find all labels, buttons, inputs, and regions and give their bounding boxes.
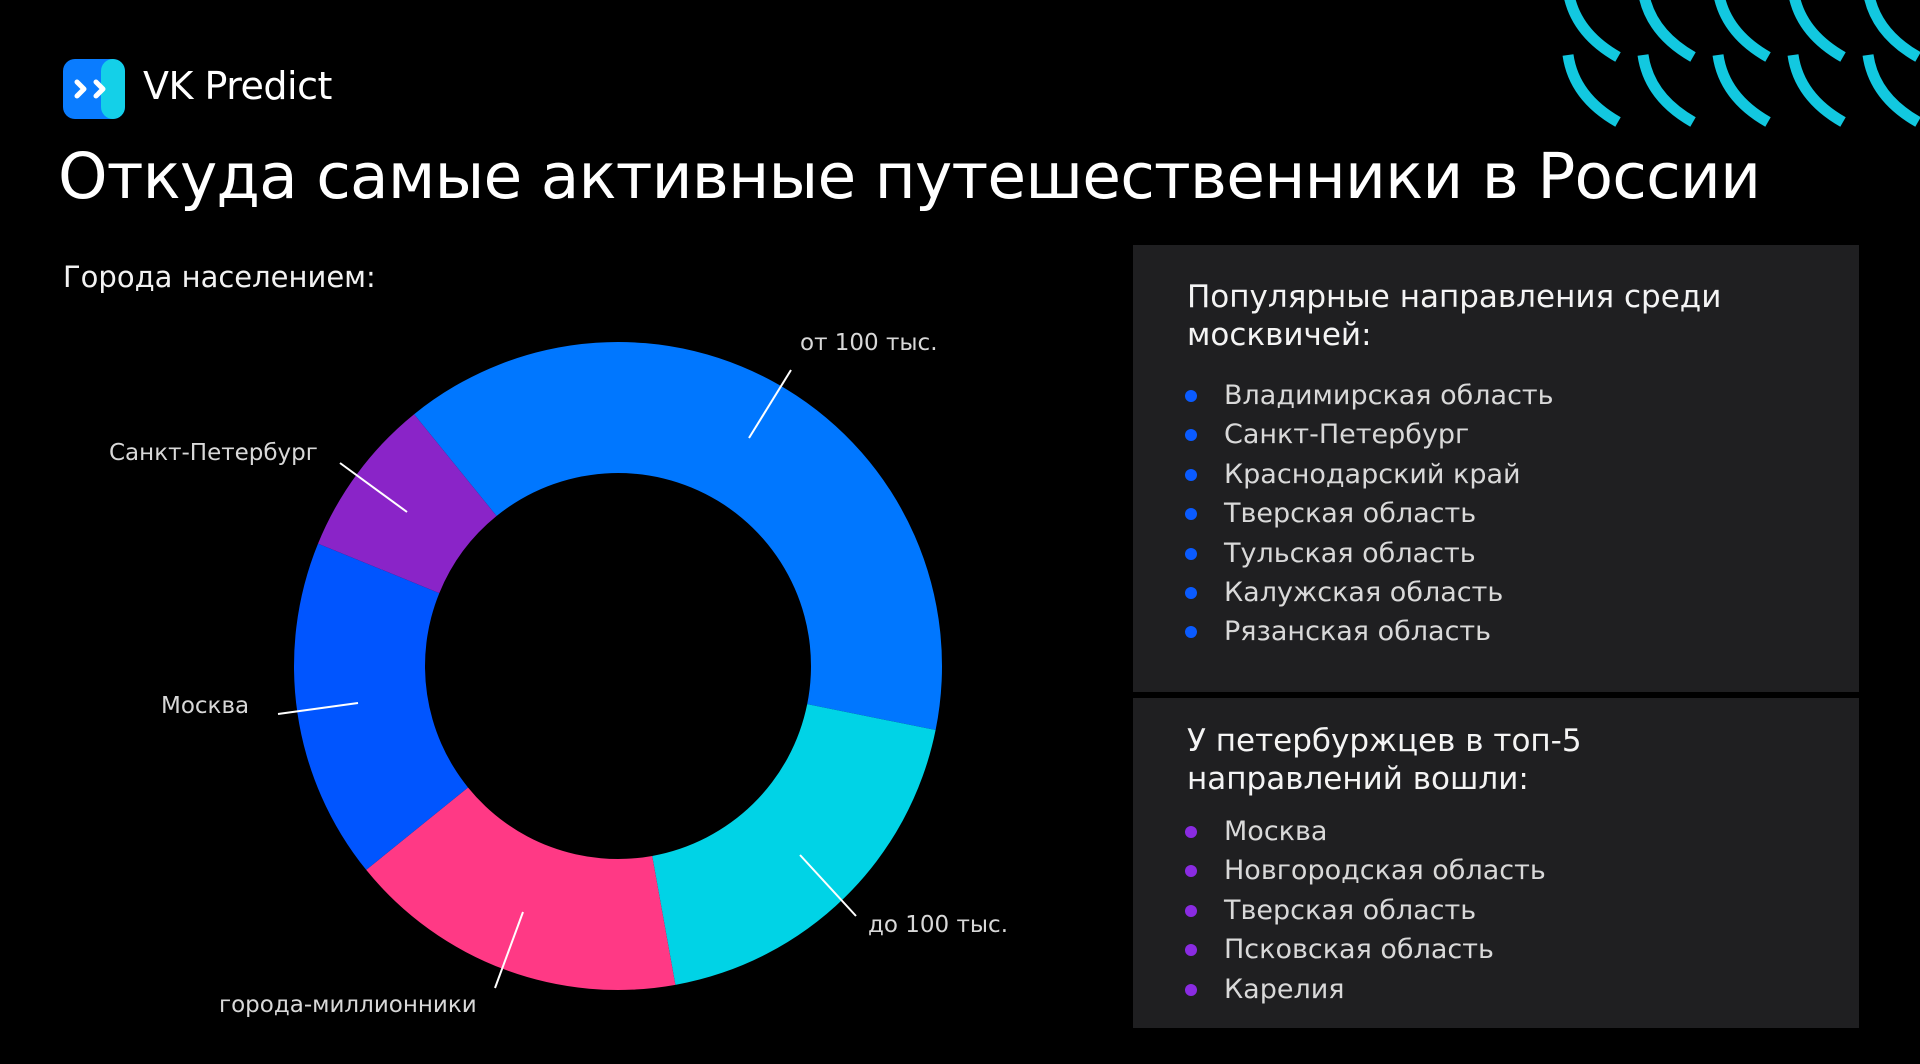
arc-shape	[1787, 54, 1846, 127]
bullet-icon	[1185, 429, 1197, 442]
leader-line	[277, 702, 359, 715]
list-item-label: Тверская область	[1224, 498, 1477, 530]
bullet-icon	[1185, 468, 1197, 481]
list-item-label: Москва	[1224, 816, 1328, 847]
arc-shape	[1864, 0, 1920, 62]
bullet-icon	[1185, 547, 1197, 560]
bullet-icon	[1185, 904, 1197, 917]
list-item: Тульская область	[1185, 534, 1554, 573]
brand-name: VK Predict	[143, 64, 332, 108]
list-item: Карелия	[1185, 970, 1546, 1009]
chart-label: Москва	[161, 693, 250, 719]
vk-predict-logo	[63, 59, 125, 119]
decorative-arcs	[1562, 0, 1920, 127]
arc-shape	[1639, 0, 1696, 62]
donut-segment-4	[318, 414, 497, 594]
list-item: Санкт-Петербург	[1185, 415, 1554, 454]
donut-segment-2	[366, 787, 676, 990]
bullet-icon	[1185, 944, 1197, 957]
petersburg-destinations-list: Москва Новгородская область Тверская обл…	[1185, 812, 1546, 1009]
bullet-icon	[1185, 983, 1197, 996]
list-item-label: Владимирская область	[1224, 380, 1554, 411]
double-chevron-right-icon	[74, 79, 106, 99]
leader-line	[494, 911, 524, 989]
list-item: Калужская область	[1185, 573, 1554, 612]
arc-shape	[1562, 54, 1621, 127]
chart-label: Санкт-Петербург	[109, 440, 318, 466]
leader-line	[799, 854, 857, 917]
list-item-label: Калужская область	[1224, 576, 1504, 608]
arc-shape	[1712, 54, 1771, 127]
list-item-label: Псковская область	[1224, 934, 1494, 966]
petersburg-destinations-panel: У петербуржцев в топ-5 направлений вошли…	[1133, 698, 1859, 1028]
arc-shape	[1789, 0, 1846, 62]
list-item: Тверская область	[1185, 891, 1546, 930]
chart-label: до 100 тыс.	[868, 912, 1009, 938]
bullet-icon	[1185, 390, 1197, 402]
list-item: Рязанская область	[1185, 612, 1554, 651]
arc-shape	[1862, 54, 1920, 127]
chart-subtitle: Города населением:	[63, 260, 376, 294]
list-item-label: Тверская область	[1224, 894, 1477, 926]
arc-shape	[1564, 0, 1621, 62]
page-title: Откуда самые активные путешественники в …	[58, 140, 1761, 213]
list-item: Тверская область	[1185, 494, 1554, 533]
donut-segment-1	[652, 704, 936, 985]
moscow-destinations-list: Владимирская область Санкт-Петербург Кра…	[1185, 376, 1554, 652]
moscow-destinations-panel: Популярные направления среди москвичей: …	[1133, 245, 1859, 692]
list-item-label: Карелия	[1224, 973, 1345, 1005]
list-item: Краснодарский край	[1185, 455, 1554, 494]
chart-label: от 100 тыс.	[800, 330, 938, 356]
list-item-label: Тульская область	[1224, 537, 1476, 569]
list-item-label: Рязанская область	[1224, 616, 1492, 648]
leader-line	[748, 369, 792, 439]
bullet-icon	[1185, 826, 1197, 838]
arc-shape	[1714, 0, 1771, 62]
petersburg-panel-heading: У петербуржцев в топ-5 направлений вошли…	[1187, 723, 1582, 797]
list-item-label: Краснодарский край	[1224, 458, 1521, 490]
list-item: Новгородская область	[1185, 851, 1546, 890]
list-item-label: Санкт-Петербург	[1224, 419, 1470, 451]
chart-label: города-миллионники	[219, 992, 477, 1018]
bullet-icon	[1185, 865, 1197, 878]
list-item-label: Новгородская область	[1224, 855, 1546, 887]
bullet-icon	[1185, 508, 1197, 521]
donut-segment-0	[414, 341, 942, 731]
donut-chart	[277, 341, 942, 990]
donut-segment-3	[294, 543, 469, 870]
bullet-icon	[1185, 586, 1197, 599]
list-item: Москва	[1185, 812, 1546, 851]
list-item: Псковская область	[1185, 930, 1546, 969]
bullet-icon	[1185, 626, 1197, 639]
list-item: Владимирская область	[1185, 376, 1554, 415]
moscow-panel-heading: Популярные направления среди москвичей:	[1187, 279, 1722, 353]
leader-line	[339, 462, 408, 513]
arc-shape	[1637, 54, 1696, 127]
